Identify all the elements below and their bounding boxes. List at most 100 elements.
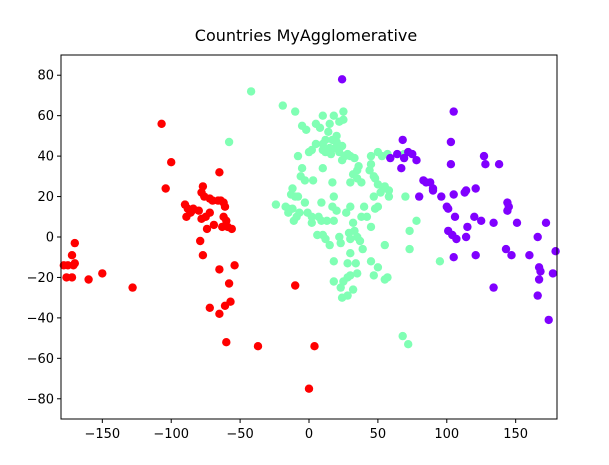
data-point xyxy=(329,277,338,286)
data-point xyxy=(350,226,359,236)
data-point xyxy=(271,200,281,209)
data-point xyxy=(310,342,319,351)
data-point xyxy=(337,293,347,302)
data-point xyxy=(198,251,208,260)
data-point xyxy=(157,119,166,128)
data-point xyxy=(346,271,355,280)
data-point xyxy=(415,192,424,201)
data-point xyxy=(353,174,362,183)
data-point xyxy=(329,216,338,225)
data-point xyxy=(304,384,314,393)
points-layer xyxy=(59,75,560,393)
y-tick-label: 40 xyxy=(37,150,54,165)
data-point xyxy=(489,283,498,292)
data-point xyxy=(329,257,338,266)
data-point xyxy=(405,244,414,254)
data-point xyxy=(315,123,325,132)
data-point xyxy=(470,212,479,221)
data-point xyxy=(187,206,197,215)
data-point xyxy=(215,309,224,318)
data-point xyxy=(533,232,542,242)
data-point xyxy=(317,198,326,207)
data-point xyxy=(222,338,231,347)
data-point xyxy=(227,224,236,234)
data-point xyxy=(340,151,349,161)
data-point xyxy=(325,119,334,128)
data-point xyxy=(471,251,480,260)
data-point xyxy=(512,218,522,227)
data-point xyxy=(534,275,544,284)
data-point xyxy=(224,279,234,288)
data-point xyxy=(202,224,212,234)
data-point xyxy=(428,186,438,195)
data-point xyxy=(350,153,359,163)
data-point xyxy=(196,236,205,246)
data-point xyxy=(343,259,352,268)
x-tick-label: 150 xyxy=(503,427,528,442)
data-point xyxy=(548,269,558,278)
data-point xyxy=(304,147,314,157)
data-point xyxy=(494,160,504,169)
data-point xyxy=(194,206,203,215)
data-point xyxy=(339,107,348,116)
data-point xyxy=(365,166,374,175)
data-point xyxy=(293,151,303,161)
data-point xyxy=(346,249,355,258)
data-point xyxy=(215,168,224,177)
data-point xyxy=(479,151,489,161)
data-point xyxy=(322,216,332,225)
data-point xyxy=(503,206,512,215)
data-point xyxy=(84,275,93,284)
data-point xyxy=(393,149,402,159)
y-tick-label: −60 xyxy=(27,352,54,367)
data-point xyxy=(67,273,77,282)
data-point xyxy=(450,212,460,221)
data-point xyxy=(461,232,471,242)
data-point xyxy=(481,160,490,169)
data-point xyxy=(437,192,446,201)
data-point xyxy=(366,222,376,232)
data-point xyxy=(446,137,456,147)
data-point xyxy=(329,192,338,201)
data-point xyxy=(463,222,472,232)
data-point xyxy=(346,178,355,187)
data-point xyxy=(161,184,170,193)
data-point xyxy=(404,340,413,349)
data-point xyxy=(321,234,330,244)
data-point xyxy=(342,208,351,217)
data-point xyxy=(412,156,421,165)
y-tick-label: 60 xyxy=(37,109,54,124)
data-point xyxy=(328,202,337,211)
y-tick-label: 80 xyxy=(37,69,54,84)
data-point xyxy=(380,275,389,284)
data-point xyxy=(325,240,334,250)
data-point xyxy=(376,188,385,197)
data-point xyxy=(69,261,78,270)
data-point xyxy=(366,151,376,161)
data-point xyxy=(501,244,511,254)
data-point xyxy=(373,180,383,189)
data-point xyxy=(452,234,461,244)
y-tick-label: 0 xyxy=(46,231,54,246)
data-point xyxy=(358,244,367,254)
data-point xyxy=(59,261,68,270)
data-point xyxy=(253,342,263,351)
x-tick-label: 50 xyxy=(370,427,387,442)
data-point xyxy=(291,192,300,201)
data-point xyxy=(328,178,337,187)
data-point xyxy=(337,75,347,84)
data-point xyxy=(348,285,358,294)
data-point xyxy=(220,202,230,211)
x-tick-label: −50 xyxy=(226,427,253,442)
data-point xyxy=(318,139,327,149)
data-point xyxy=(318,164,327,173)
data-point xyxy=(215,265,224,274)
axes-layer: −150 −100 −50 0 50 100 150 −80 −60 −40 −20 0 20 40 60 8… xyxy=(27,54,558,442)
data-point xyxy=(507,251,516,260)
chart-title: Countries MyAgglomerative xyxy=(195,26,417,45)
data-point xyxy=(369,172,378,181)
data-point xyxy=(384,192,394,201)
data-point xyxy=(291,107,300,116)
